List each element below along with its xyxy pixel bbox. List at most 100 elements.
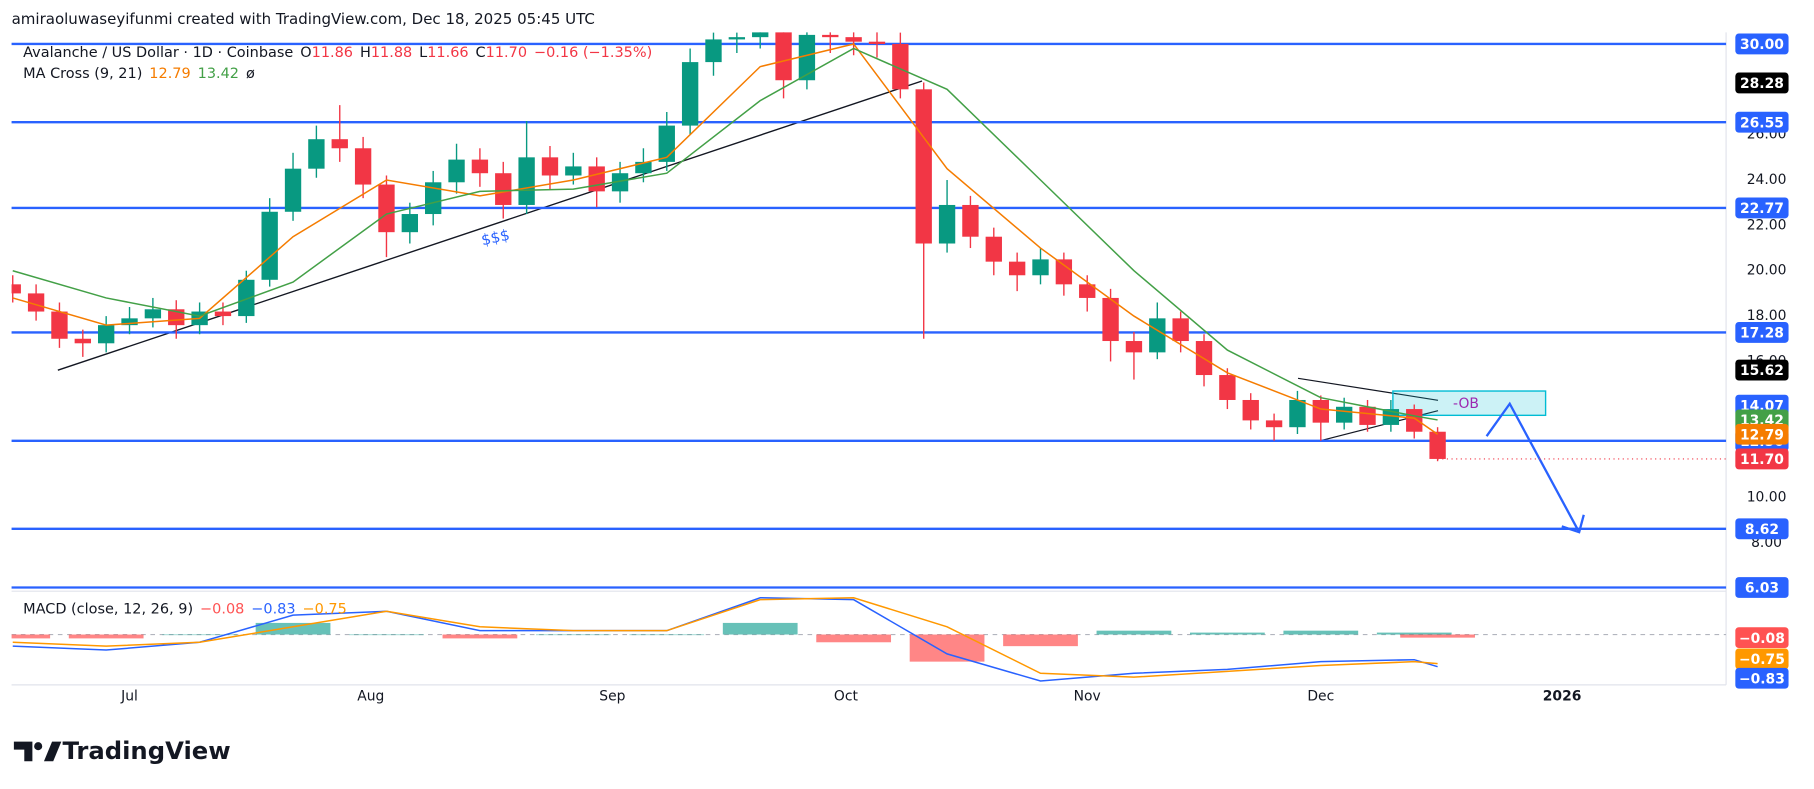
- logo-dot: [34, 742, 43, 751]
- candle-body: [1125, 341, 1143, 353]
- candles: [11, 32, 1446, 462]
- quote-value: 11.66: [427, 45, 468, 61]
- watermark: amiraoluwaseyifunmi created with Trading…: [12, 10, 595, 28]
- candle-body: [1008, 261, 1026, 276]
- price-tag-label: 30.00: [1740, 37, 1784, 53]
- price-tag: [1735, 33, 1789, 55]
- candle-body: [775, 32, 792, 81]
- ma-name: MA Cross (9, 21): [23, 66, 142, 82]
- y-tick-label: 10.00: [1747, 489, 1787, 505]
- change-pct: (−1.35%): [583, 45, 652, 61]
- ma-symbol: ø: [246, 66, 255, 82]
- candle-body: [471, 159, 489, 174]
- price-tag-label: 11.70: [1740, 452, 1784, 468]
- candle-body: [27, 293, 45, 312]
- price-tag: [1735, 667, 1789, 689]
- candle-body: [495, 173, 512, 205]
- order-block-label: -OB: [1453, 396, 1479, 412]
- logo-mark: [13, 741, 33, 762]
- candle-body: [144, 309, 162, 319]
- candle-body: [425, 182, 442, 215]
- candle-body: [1406, 409, 1423, 432]
- price-tag: [1735, 359, 1789, 381]
- candle-body: [1429, 431, 1446, 459]
- candle-body: [1289, 399, 1306, 428]
- quote-key: O: [300, 45, 311, 61]
- macd-histogram-bar: [1376, 632, 1452, 635]
- candle-body: [448, 159, 465, 183]
- candle-body: [705, 39, 722, 63]
- price-tag: [1735, 448, 1789, 470]
- ma-value: 13.42: [198, 66, 239, 82]
- price-tag-label: −0.75: [1739, 652, 1785, 668]
- candle-body: [1265, 420, 1283, 428]
- candle-body: [308, 139, 325, 169]
- macd-histogram-bar: [1003, 634, 1078, 647]
- price-tag-label: 22.77: [1740, 201, 1784, 217]
- price-tag-label: 26.55: [1740, 115, 1784, 131]
- candle-body: [214, 311, 232, 317]
- macd-histogram-bar: [629, 634, 705, 636]
- candle-body: [331, 139, 348, 149]
- symbol-title: Avalanche / US Dollar · 1D · Coinbase: [23, 45, 293, 61]
- candle-body: [845, 37, 862, 42]
- candle-body: [518, 157, 535, 205]
- macd-histogram-bar: [816, 634, 892, 643]
- x-tick-label: Aug: [357, 688, 384, 704]
- candle-body: [1032, 259, 1049, 276]
- macd-value: −0.83: [251, 602, 295, 618]
- candle-body: [1359, 406, 1376, 425]
- macd-histogram-bar: [535, 634, 611, 636]
- macd-line: [12, 596, 1438, 678]
- quote-value: 11.86: [312, 45, 353, 61]
- price-tag: [1735, 518, 1789, 540]
- price-tag-label: 15.62: [1740, 363, 1784, 379]
- symbol-legend: Avalanche / US Dollar · 1D · Coinbase O11…: [23, 45, 652, 61]
- candle-body: [97, 325, 115, 344]
- macd-histogram-bar: [1190, 632, 1265, 635]
- candle-body: [11, 284, 21, 294]
- price-tag: [1735, 648, 1789, 670]
- x-tick-label: Nov: [1074, 688, 1101, 704]
- liquidity-label: $$$: [480, 226, 512, 250]
- candle-body: [752, 32, 769, 38]
- macd-histogram-bar: [349, 634, 424, 636]
- candle-body: [541, 157, 559, 176]
- candle-body: [1102, 297, 1119, 342]
- quote-key: C: [476, 45, 486, 61]
- quote-value: 11.70: [486, 45, 527, 61]
- candle-body: [1055, 259, 1073, 285]
- price-tag: [1735, 321, 1789, 343]
- y-tick-label: 22.00: [1747, 217, 1787, 233]
- candle-body: [565, 166, 582, 176]
- price-tag-label: 6.03: [1745, 581, 1779, 597]
- price-tag: [1735, 577, 1789, 598]
- candle-body: [401, 214, 419, 233]
- candle-body: [284, 168, 302, 212]
- y-tick-label: 24.00: [1747, 172, 1787, 188]
- macd-hist-value: −0.08: [200, 602, 244, 618]
- candle-body: [868, 41, 886, 44]
- change-value: −0.16: [534, 45, 578, 61]
- candle-body: [261, 211, 278, 280]
- price-tag: [1735, 72, 1789, 94]
- triangle-upper: [1297, 377, 1439, 401]
- candle-body: [1382, 409, 1400, 425]
- price-tag-label: −0.83: [1739, 671, 1785, 687]
- macd-histogram-bar: [255, 622, 331, 635]
- ma-legend: MA Cross (9, 21) 12.79 13.42 ø: [23, 66, 255, 82]
- candle-body: [985, 236, 1002, 262]
- macd-name: MACD (close, 12, 26, 9): [23, 602, 193, 618]
- macd-line: [12, 596, 1438, 682]
- candle-body: [822, 34, 839, 38]
- price-tag-label: 17.28: [1740, 326, 1784, 342]
- candle-body: [915, 89, 932, 244]
- ma-line: [12, 47, 1438, 421]
- candle-body: [1335, 406, 1353, 423]
- candle-body: [892, 43, 909, 90]
- candle-body: [728, 37, 746, 40]
- candle-body: [611, 173, 629, 192]
- candle-body: [1149, 318, 1166, 353]
